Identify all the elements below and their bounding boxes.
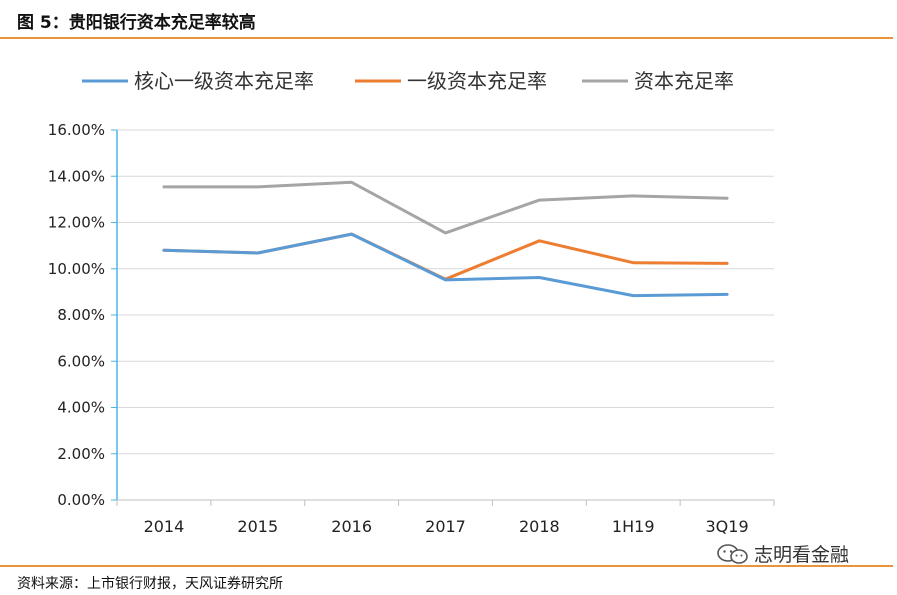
x-tick-label: 2017	[425, 517, 466, 536]
source-note: 资料来源：上市银行财报，天风证券研究所	[17, 576, 283, 592]
legend-label: 资本充足率	[634, 69, 734, 93]
y-tick-label: 2.00%	[57, 445, 105, 463]
grid-lines	[117, 129, 774, 455]
watermark: 志明看金融	[716, 540, 849, 567]
x-tick-label: 2014	[144, 517, 185, 536]
x-axis: 2014 2015 2016 2017 2018 1H19 3Q19	[116, 499, 775, 536]
series-line-2	[162, 232, 729, 281]
series-line-3	[162, 180, 729, 235]
x-tick-label: 2015	[237, 517, 278, 536]
wechat-icon	[717, 543, 748, 564]
x-tick-label: 1H19	[612, 517, 655, 536]
x-tick-label: 3Q19	[706, 517, 749, 536]
y-tick-label: 16.00%	[48, 121, 105, 139]
series-lines	[162, 180, 729, 298]
y-axis: 0.00% 2.00% 4.00% 6.00% 8.00% 10.00% 12.00% 14.…	[48, 121, 118, 509]
x-tick-label: 2018	[519, 517, 560, 536]
watermark-text: 志明看金融	[754, 544, 850, 566]
chart-legend: 核心一级资本充足率 一级资本充足率 资本充足率	[82, 69, 734, 93]
top-divider	[0, 37, 893, 39]
y-tick-label: 0.00%	[57, 491, 105, 509]
x-tick-label: 2016	[331, 517, 372, 536]
y-tick-label: 6.00%	[57, 352, 105, 370]
bottom-divider	[0, 565, 893, 567]
legend-label: 一级资本充足率	[407, 69, 547, 93]
y-tick-label: 12.00%	[48, 214, 105, 232]
legend-label: 核心一级资本充足率	[134, 69, 314, 93]
series-line-1	[162, 232, 729, 298]
y-tick-label: 14.00%	[48, 167, 105, 185]
y-tick-label: 4.00%	[57, 399, 105, 417]
figure-title: 图 5：贵阳银行资本充足率较高	[17, 13, 256, 33]
y-tick-label: 10.00%	[48, 260, 105, 278]
y-tick-label: 8.00%	[57, 306, 105, 324]
